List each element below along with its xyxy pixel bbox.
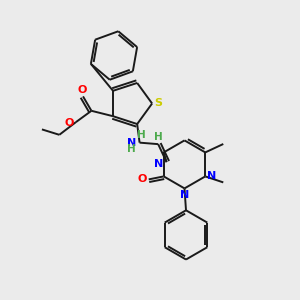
Text: O: O bbox=[64, 118, 74, 128]
Text: H: H bbox=[127, 144, 136, 154]
Text: N: N bbox=[207, 171, 217, 182]
Text: H: H bbox=[154, 132, 163, 142]
Text: N: N bbox=[127, 138, 136, 148]
Text: O: O bbox=[78, 85, 87, 95]
Text: N: N bbox=[180, 190, 189, 200]
Text: H: H bbox=[137, 130, 146, 140]
Text: O: O bbox=[137, 174, 147, 184]
Text: S: S bbox=[155, 98, 163, 109]
Text: N: N bbox=[154, 159, 164, 169]
